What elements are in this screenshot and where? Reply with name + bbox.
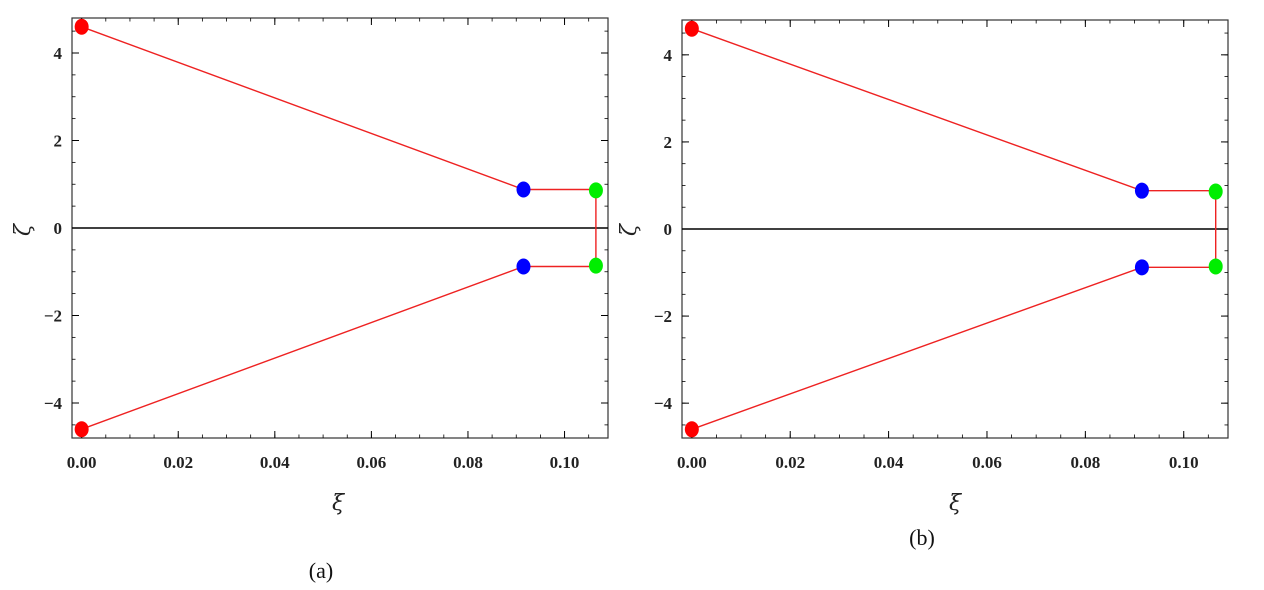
y-tick-label: 2 bbox=[54, 132, 63, 151]
y-tick-label: −2 bbox=[654, 307, 672, 326]
data-point bbox=[1208, 258, 1223, 275]
x-tick-label: 0.00 bbox=[67, 453, 97, 472]
y-tick-label: −4 bbox=[44, 394, 63, 413]
y-axis-title-a: ζ bbox=[11, 222, 36, 236]
data-point bbox=[516, 181, 531, 198]
data-point bbox=[684, 20, 699, 37]
data-point bbox=[1208, 183, 1223, 200]
y-tick-label: 4 bbox=[54, 44, 63, 63]
x-tick-label: 0.06 bbox=[972, 453, 1002, 472]
data-point bbox=[684, 421, 699, 438]
x-tick-label: 0.02 bbox=[775, 453, 805, 472]
x-tick-label: 0.08 bbox=[453, 453, 483, 472]
data-point bbox=[1134, 182, 1149, 199]
y-tick-label: −2 bbox=[44, 307, 62, 326]
data-point bbox=[588, 257, 603, 274]
data-point bbox=[74, 421, 89, 438]
y-tick-label: −4 bbox=[654, 394, 673, 413]
data-point bbox=[74, 18, 89, 35]
x-tick-label: 0.04 bbox=[260, 453, 290, 472]
y-ticks-a: −4 −2 0 2 4 bbox=[44, 30, 608, 426]
series-b bbox=[682, 20, 1228, 438]
data-point bbox=[1134, 259, 1149, 276]
panel-b: 0.00 0.02 0.04 0.06 0.08 0.10 −4 −2 0 2 4 ξ ζ (b) bbox=[617, 19, 1229, 550]
trajectory-line bbox=[81, 26, 597, 430]
x-tick-label: 0.04 bbox=[874, 453, 904, 472]
x-tick-label: 0.10 bbox=[1169, 453, 1199, 472]
data-point bbox=[588, 182, 603, 199]
y-tick-label: 0 bbox=[54, 219, 63, 238]
y-tick-label: 2 bbox=[664, 133, 673, 152]
y-axis-title-b: ζ bbox=[617, 222, 642, 236]
panel-a: 0.00 0.02 0.04 0.06 0.08 0.10 −4 −2 0 2 4 ξ ζ (a) bbox=[11, 17, 609, 583]
x-tick-label: 0.10 bbox=[550, 453, 580, 472]
x-tick-label: 0.02 bbox=[163, 453, 193, 472]
caption-b: (b) bbox=[909, 525, 935, 550]
series-a bbox=[72, 18, 608, 438]
y-tick-label: 0 bbox=[664, 220, 673, 239]
data-point bbox=[516, 258, 531, 275]
x-tick-label: 0.00 bbox=[677, 453, 707, 472]
x-axis-title-a: ξ bbox=[332, 491, 346, 516]
x-tick-label: 0.08 bbox=[1070, 453, 1100, 472]
x-ticks-a: 0.00 0.02 0.04 0.06 0.08 0.10 bbox=[67, 18, 590, 472]
caption-a: (a) bbox=[309, 558, 333, 583]
trajectory-line bbox=[691, 28, 1217, 430]
x-ticks-b: 0.00 0.02 0.04 0.06 0.08 0.10 bbox=[677, 20, 1209, 472]
y-tick-label: 4 bbox=[664, 46, 673, 65]
x-tick-label: 0.06 bbox=[357, 453, 387, 472]
x-axis-title-b: ξ bbox=[949, 491, 963, 516]
